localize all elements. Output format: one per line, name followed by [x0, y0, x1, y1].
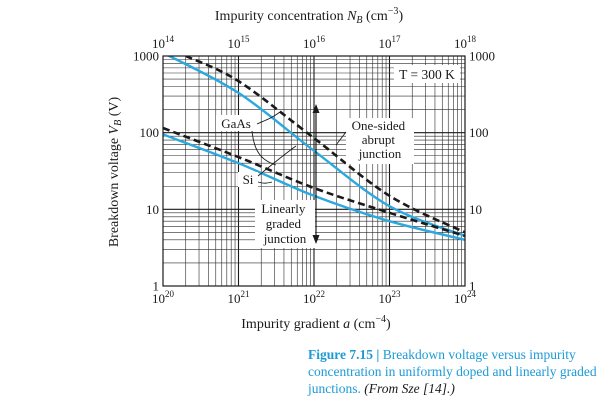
figure-caption: Figure 7.15 | Breakdown voltage versus i…: [308, 346, 608, 397]
vertical-arrow-up-head: [312, 104, 320, 113]
si-pointer-lower: [257, 181, 273, 184]
bottom-axis-label: Impurity gradient a (cm−4): [241, 314, 391, 332]
one-sided-pointer: [335, 131, 347, 146]
si-pointer-upper: [257, 145, 297, 177]
top-tick-label: 1018: [454, 34, 477, 51]
y-tick-label-left: 1: [153, 279, 160, 294]
si-linearly-graded-curve: [163, 133, 465, 241]
y-tick-label-right: 10: [469, 202, 482, 217]
bottom-tick-label: 1020: [152, 289, 175, 306]
top-tick-label: 1014: [152, 34, 175, 51]
y-tick-label-right: 100: [469, 125, 489, 140]
temperature-label: T = 300 K: [399, 67, 455, 82]
plot-frame: [162, 55, 466, 287]
y-tick-label-left: 1000: [133, 49, 159, 64]
linearly-label: Linearly graded junction: [261, 201, 308, 246]
caption-title: Breakdown voltage versus impurity concen…: [308, 347, 597, 396]
si-label-box: [238, 172, 258, 187]
series-group: [163, 56, 465, 241]
bottom-tick-label: 1023: [379, 289, 402, 306]
gaas-label: GaAs: [221, 116, 251, 131]
gaas-one-sided-abrupt-curve: [185, 56, 465, 234]
y-tick-label-left: 100: [140, 125, 160, 140]
one-sided-label: One-sided abrupt junction: [352, 118, 409, 161]
caption-source: (From Sze [14].): [364, 381, 455, 396]
top-axis-label: Impurity concentration NB (cm−3): [215, 6, 404, 26]
gaas-pointer-lower: [251, 130, 277, 166]
top-tick-label: 1015: [228, 34, 251, 51]
tick-labels: 1014 1015 1016 1017 1018 1020 1021 1022 1023 1024…: [133, 34, 495, 306]
bottom-tick-label: 1021: [228, 289, 250, 306]
si-label: Si: [243, 172, 254, 187]
bottom-tick-label: 1022: [303, 289, 325, 306]
bottom-tick-label: 1024: [454, 289, 477, 306]
gaas-linearly-graded-curve: [163, 126, 465, 238]
y-axis-label: Breakdown voltage VB (V): [107, 96, 124, 247]
one-sided-label-box: [346, 118, 414, 164]
y-tick-label-left: 10: [146, 202, 159, 217]
gaas-label-box: [216, 115, 256, 131]
si-one-sided-abrupt-curve: [166, 56, 465, 238]
plot-grid: [163, 56, 465, 286]
series-layer: [163, 56, 465, 241]
y-tick-label-right: 1000: [469, 49, 495, 64]
temperature-label-box: [394, 65, 460, 83]
linearly-label-box: [255, 200, 315, 248]
breakdown-voltage-chart: 1014 1015 1016 1017 1018 1020 1021 1022 1023 1024…: [107, 6, 495, 332]
top-tick-label: 1017: [379, 34, 402, 51]
top-tick-label: 1016: [303, 34, 326, 51]
caption-number: Figure 7.15 |: [308, 347, 383, 362]
vertical-arrow-down-head: [312, 235, 320, 244]
gaas-pointer-upper: [256, 111, 281, 125]
y-tick-label-right: 1: [469, 279, 476, 294]
